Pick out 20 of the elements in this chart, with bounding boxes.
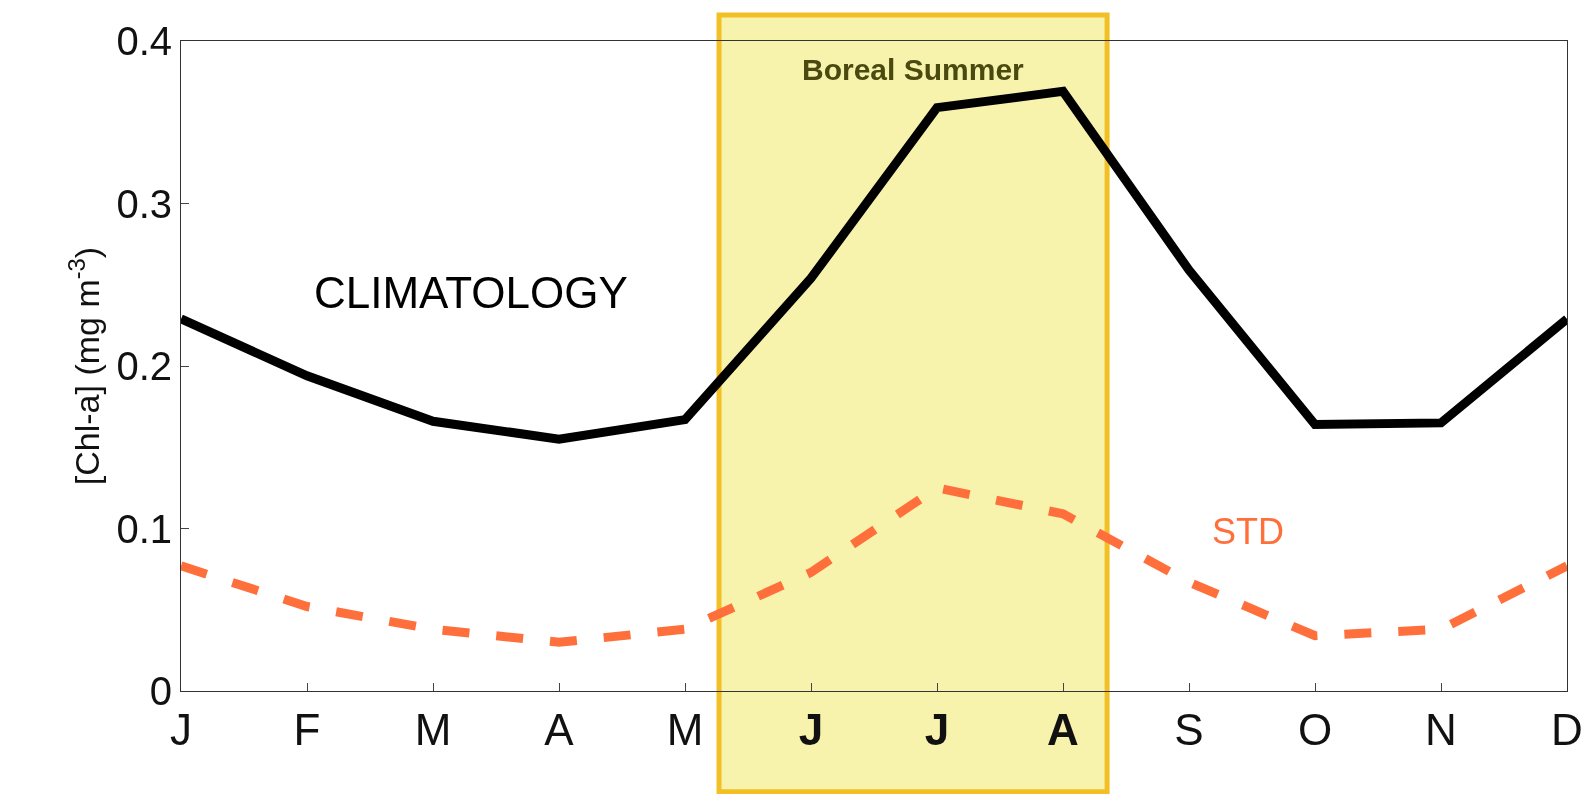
y-tick-label: 0.1 [116, 506, 172, 551]
x-tick-label: D [1551, 704, 1583, 754]
x-tick-label: A [1047, 704, 1079, 754]
series-label: CLIMATOLOGY [314, 268, 628, 317]
x-tick-label: A [544, 704, 575, 754]
x-tick-label: J [924, 704, 950, 754]
annotation: Boreal Summer [802, 53, 1025, 86]
x-tick-label: N [1425, 704, 1457, 754]
y-tick-label: 0.2 [116, 344, 172, 388]
x-tick-label: J [170, 704, 192, 754]
x-tick-label: S [1174, 704, 1204, 754]
x-tick-label: F [293, 704, 321, 754]
y-tick-label: 0.4 [116, 19, 172, 63]
y-tick-label: 0 [149, 669, 172, 713]
x-tick-label: M [414, 704, 452, 754]
x-tick-label: M [666, 704, 704, 754]
y-tick-label: 0.3 [116, 181, 172, 226]
series-label: STD [1212, 511, 1284, 552]
x-tick-label: O [1297, 704, 1333, 754]
x-tick-label: J [798, 704, 824, 754]
